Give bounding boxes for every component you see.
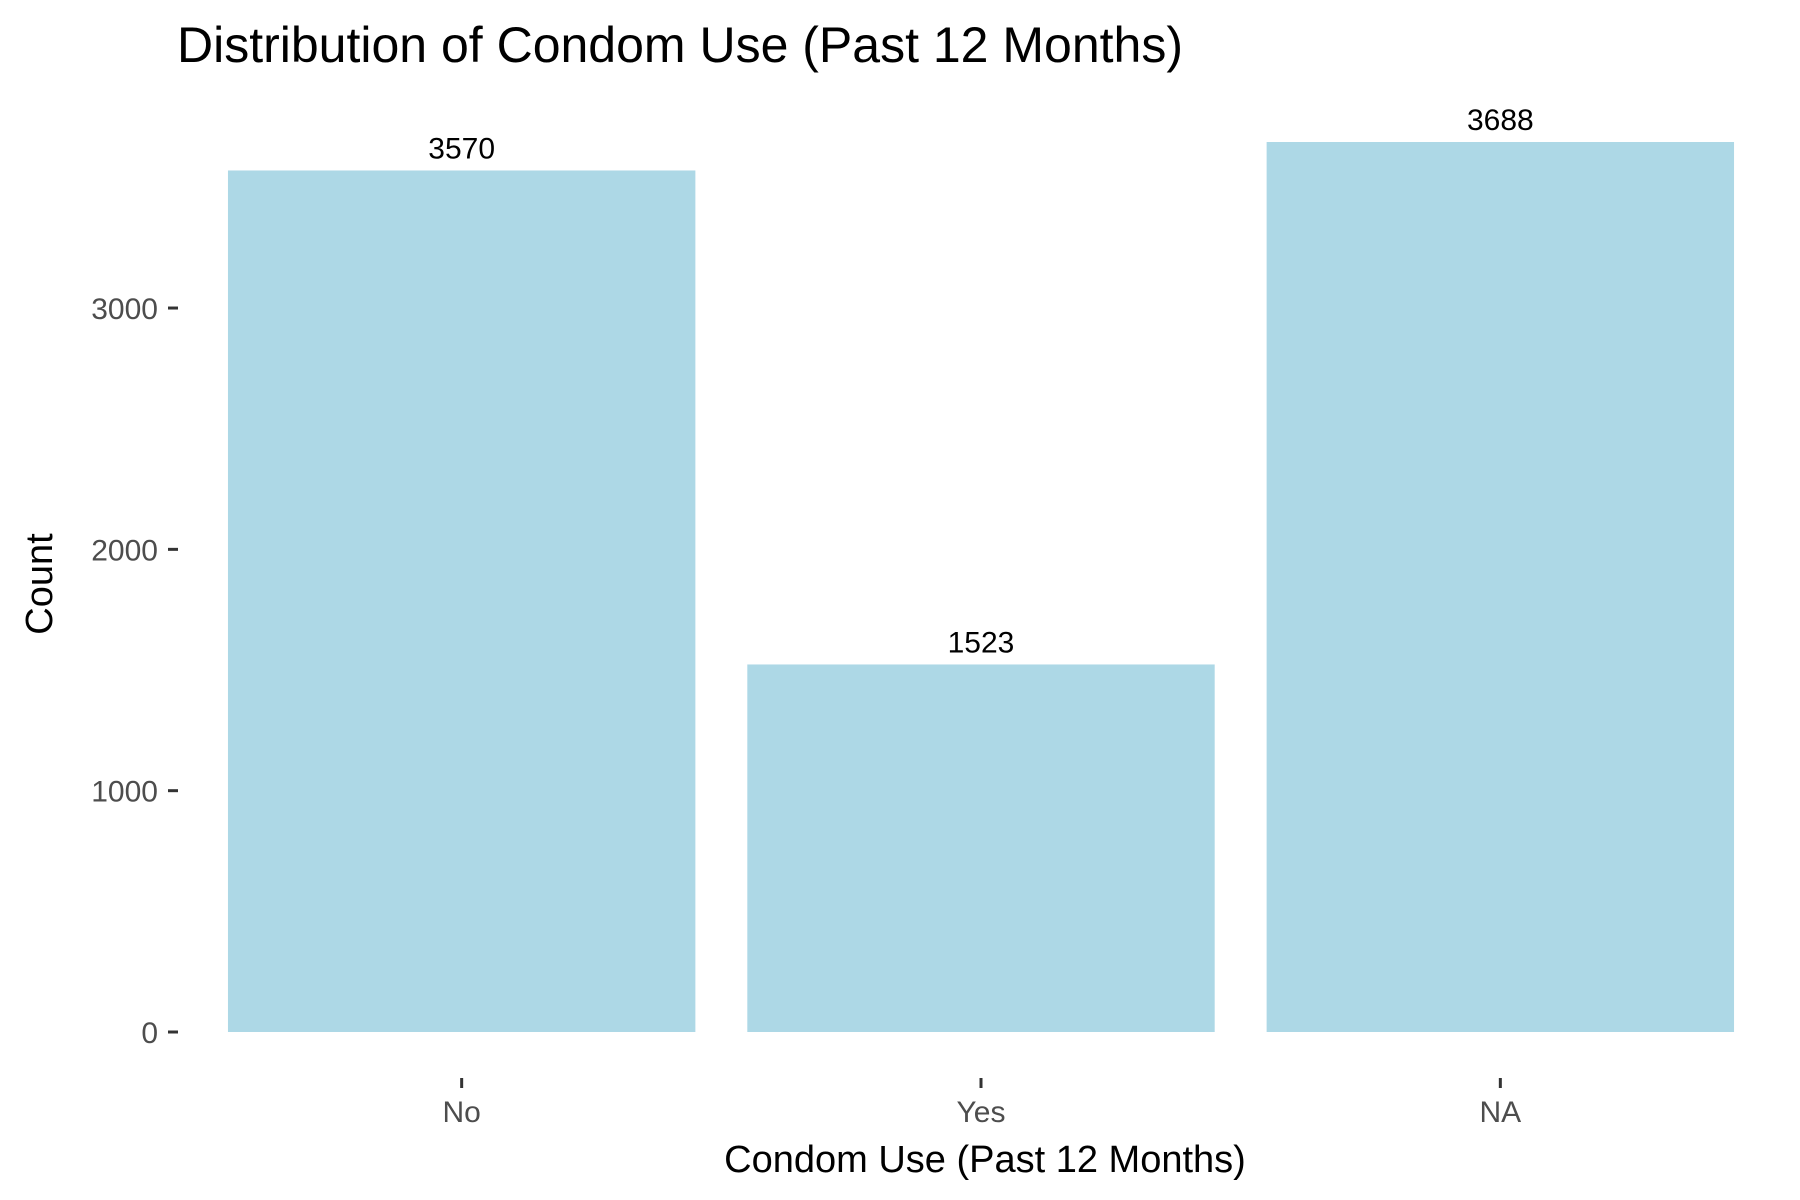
x-axis: No Yes NA	[442, 1078, 1521, 1129]
y-axis: 0 1000 2000 3000	[91, 293, 178, 1050]
chart-title: Distribution of Condom Use (Past 12 Mont…	[177, 17, 1183, 73]
x-tick-label-yes: Yes	[957, 1096, 1006, 1129]
y-tick-label: 1000	[91, 776, 158, 809]
x-tick-label-na: NA	[1479, 1096, 1521, 1129]
x-tick-label-no: No	[442, 1096, 480, 1129]
y-tick-label: 3000	[91, 293, 158, 326]
bar-na	[1266, 142, 1735, 1032]
data-label-no: 3570	[428, 132, 495, 165]
x-axis-title: Condom Use (Past 12 Months)	[724, 1139, 1246, 1181]
data-label-yes: 1523	[948, 626, 1015, 659]
bar-no	[227, 170, 696, 1032]
y-tick-label: 2000	[91, 534, 158, 567]
bars	[227, 142, 1735, 1032]
y-axis-title: Count	[19, 533, 61, 635]
y-tick-label: 0	[141, 1017, 158, 1050]
data-label-na: 3688	[1467, 104, 1534, 137]
bar-yes	[747, 664, 1215, 1032]
data-labels: 3570 1523 3688	[428, 104, 1533, 659]
